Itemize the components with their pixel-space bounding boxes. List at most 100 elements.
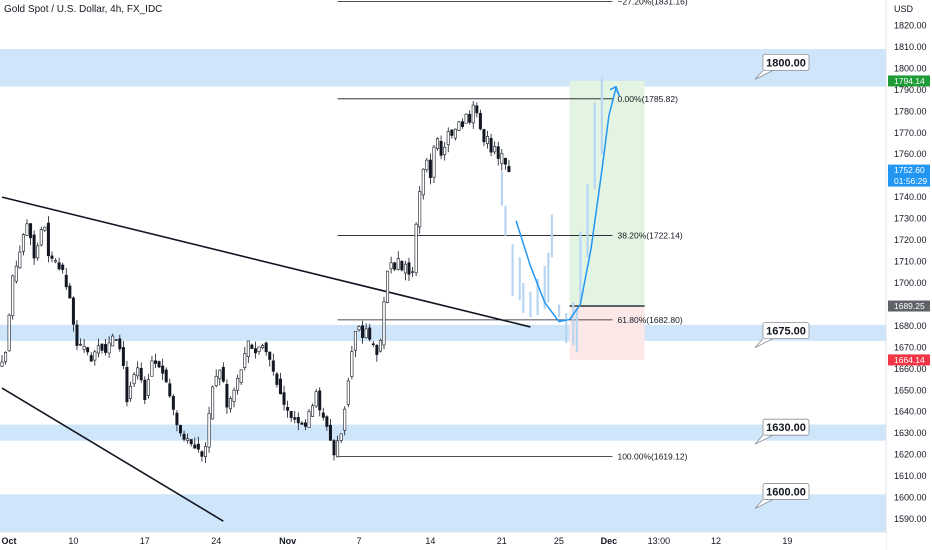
projected-path-arrowhead — [609, 85, 619, 94]
candle-body — [496, 146, 500, 159]
candle-body — [175, 412, 179, 426]
time-tick-label: 10 — [68, 536, 78, 546]
candle-body — [171, 396, 175, 410]
candle-body — [193, 444, 197, 449]
position-loss-zone — [569, 306, 645, 360]
price-tag-label: 1664.14 — [894, 355, 925, 365]
price-tick-label: 1630.00 — [894, 428, 927, 438]
candle-body — [300, 422, 304, 425]
projected-bar — [518, 257, 521, 301]
level-zone — [0, 49, 886, 87]
position-profit-zone — [569, 80, 645, 307]
candle-body — [439, 140, 443, 156]
candle-body — [268, 351, 272, 360]
projected-bar — [529, 291, 532, 318]
candle-body — [139, 367, 143, 381]
candle-body — [104, 344, 108, 353]
candle-body — [154, 360, 158, 364]
candle-body — [446, 131, 450, 146]
projected-path-line — [515, 86, 621, 323]
candle-body — [14, 265, 18, 282]
time-tick-label: Nov — [279, 536, 296, 546]
price-tick-label: 1820.00 — [894, 20, 927, 30]
candle-body — [286, 406, 290, 411]
candle-body — [71, 297, 75, 325]
candle-body — [500, 153, 504, 164]
candle-body — [475, 105, 479, 114]
long-position-tool — [569, 80, 645, 360]
time-tick-label: 17 — [140, 536, 150, 546]
projected-bar — [557, 304, 561, 318]
projected-bar — [586, 184, 589, 258]
candle-body — [375, 345, 379, 355]
price-tick-label: 1660.00 — [894, 364, 927, 374]
callout-label: 1600.00 — [766, 487, 806, 499]
candle-body — [411, 271, 415, 273]
candle-body — [243, 353, 247, 368]
time-tick-label: 13:00 — [648, 536, 671, 546]
candle-body — [189, 439, 193, 445]
callout-label: 1675.00 — [766, 326, 806, 338]
candle-body — [425, 159, 429, 171]
candle-body — [314, 391, 318, 407]
trendlines — [1, 196, 531, 522]
candle-body — [257, 346, 261, 352]
projected-bar — [500, 171, 503, 206]
candle-body — [211, 386, 215, 420]
candle-body — [325, 416, 329, 427]
price-tag-box — [888, 75, 930, 87]
candle-body — [46, 222, 50, 257]
callout-label: 1800.00 — [766, 57, 806, 69]
candle-body — [311, 405, 315, 417]
candle-body — [318, 390, 322, 411]
time-tick-label: 24 — [211, 536, 221, 546]
candle-body — [221, 366, 225, 382]
price-tick-label: 1610.00 — [894, 471, 927, 481]
candle-body — [121, 347, 125, 366]
candle-body — [207, 413, 211, 448]
candle-body — [21, 234, 25, 252]
price-tag-countdown: 01:56:29 — [894, 176, 927, 186]
candle-body — [307, 411, 311, 428]
candle-body — [239, 369, 243, 383]
price-tag-label: 1752.60 — [894, 165, 925, 175]
candle-body — [7, 314, 11, 352]
level-zone — [0, 494, 886, 532]
candle-body — [132, 374, 136, 385]
projected-bar — [565, 313, 568, 344]
candle-body — [503, 157, 507, 165]
price-tick-label: 1740.00 — [894, 192, 927, 202]
candle-body — [489, 137, 493, 153]
candle-body — [218, 369, 222, 380]
candle-body — [25, 223, 29, 236]
time-tick-label: 14 — [425, 536, 435, 546]
price-tag-label: 1794.14 — [894, 76, 925, 86]
callout-pointer — [754, 338, 774, 348]
callout-pointer — [754, 434, 774, 445]
price-tag-label: 1689.25 — [894, 301, 925, 311]
projected-bar — [547, 252, 550, 303]
candle-body — [482, 129, 486, 143]
fib-level-label: 61.80%(1682.80) — [617, 315, 682, 325]
candle-body — [93, 351, 97, 361]
candle-body — [82, 346, 86, 350]
candle-body — [228, 398, 232, 410]
price-tick-label: 1640.00 — [894, 407, 927, 417]
candle-body — [364, 328, 368, 338]
candle-body — [54, 260, 58, 263]
candle-body — [432, 146, 436, 178]
candle-body — [357, 326, 361, 331]
projected-bar — [536, 278, 539, 316]
price-tag-box — [888, 164, 930, 187]
candle-body — [150, 360, 154, 377]
projected-bar — [550, 214, 553, 258]
candle-body — [57, 262, 61, 270]
time-tick-label: 25 — [554, 536, 564, 546]
price-tag-box — [888, 354, 930, 366]
support-resistance-zones — [0, 49, 886, 532]
candle-body — [296, 416, 300, 424]
candle-body — [246, 340, 250, 357]
candle-body — [507, 166, 511, 173]
